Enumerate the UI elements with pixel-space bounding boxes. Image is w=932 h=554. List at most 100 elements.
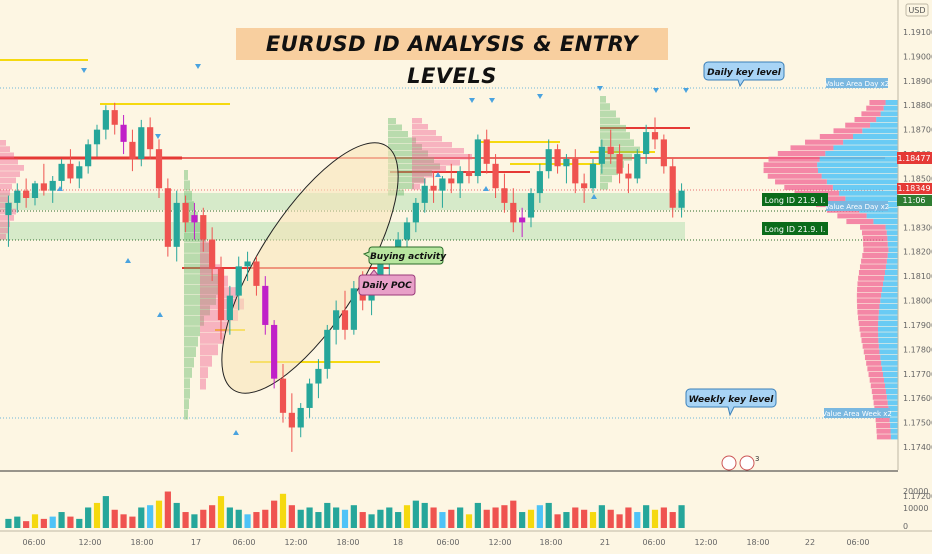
profile-bar-sell [819,134,854,140]
profile-bar-buy [887,253,898,259]
profile-bar-buy [862,128,898,134]
volume-bar [483,509,490,528]
profile-bar-buy [818,168,898,174]
profile-bar-sell [860,224,886,230]
currency-box[interactable] [905,3,929,17]
candle [85,139,92,174]
long-label-1-bg[interactable] [762,193,828,206]
profile-bar-buy [886,394,898,400]
candle [253,256,260,296]
daily-poc-callout[interactable]: Daily POC [358,269,416,296]
candle [563,154,570,184]
volume-bar [49,516,56,528]
value-area-day-tag [826,78,888,88]
profile-bar-buy [881,360,898,366]
profile-bar-buy [839,190,898,196]
long-label-2-bg[interactable] [762,222,828,235]
volume-bar [217,496,225,528]
price-tick-label: 1.18300 [903,223,932,232]
candle [209,227,216,281]
session-volume-profiles [0,96,640,420]
volume-bar [306,507,313,528]
volume-bars [5,491,685,528]
profile-bar-buy [890,423,898,429]
profile-bar-sell [857,287,883,293]
up-arrow-icon [435,172,441,177]
profile-bar-sell [870,383,886,389]
profile-bar [0,196,8,202]
up-arrow-icon [57,186,63,191]
economic-event-icon[interactable] [721,455,737,471]
long-label-1: Long ID 21.9. I. [765,196,826,205]
profile-bar-buy [873,219,898,225]
candle [14,183,21,213]
candle [651,117,659,150]
profile-bar-buy [889,417,898,423]
candle [155,139,163,198]
daily-poc-label: Daily POC [362,281,412,291]
profile-bar-buy [885,389,898,395]
candle [5,195,12,247]
candle [235,256,242,311]
down-arrow-icon [653,88,659,93]
volume-bar [403,505,411,528]
visible-range-volume-profile [763,100,898,440]
profile-bar [184,336,198,347]
secondary-price-tag [897,183,932,194]
profile-bar [600,139,634,147]
profile-bar [184,284,222,295]
buying-activity-label: Buying activity [370,252,447,262]
profile-bar [0,140,6,146]
volume-bar [421,502,428,528]
weekly-key-level-callout[interactable]: Weekly key level [685,388,777,417]
candle [271,320,278,389]
profile-bar-sell [860,332,879,338]
value-area-week-text: Value Area Week x2 [822,410,892,418]
profile-bar [412,130,436,136]
profile-bar-sell [876,428,891,434]
volume-bar [120,514,127,528]
profile-bar [184,263,212,274]
candle [217,256,225,340]
profile-bar-buy [885,270,898,276]
profile-bar-sell [858,275,885,281]
daily-key-level-callout[interactable]: Daily key level [703,61,785,88]
profile-bar-buy [843,139,898,145]
volume-bar [111,509,118,528]
profile-bar-buy [887,400,898,406]
profile-bar-buy [826,179,898,185]
down-arrow-icon [683,88,689,93]
profile-bar [0,171,20,177]
buying-activity-callout[interactable]: Buying activity [362,246,447,265]
profile-bar-sell [861,230,887,236]
profile-bar-buy [878,338,898,344]
profile-bar-sell [861,338,879,344]
profile-bar-sell [861,258,887,264]
profile-bar-buy [879,304,898,310]
candle [262,276,269,335]
profile-bar-buy [883,281,898,287]
current-price-tag [897,152,932,164]
profile-bar-buy [845,196,898,202]
price-tick-label: 1.18100 [903,272,932,281]
profile-bar-buy [885,383,898,389]
profile-bar-sell [864,355,881,361]
candle [581,173,588,203]
volume-bar [288,505,295,528]
volume-bar [138,507,145,528]
profile-bar [184,347,196,357]
candle [129,129,136,172]
profile-bar-sell [837,213,867,219]
time-tick-label: 06:00 [642,538,665,547]
event-count-badge: 3 [755,455,759,463]
volume-bar [67,516,74,528]
volume-bar [350,505,357,528]
volume-bar [678,505,685,528]
economic-event-icon-2[interactable] [739,455,755,471]
price-tick-label: 1.18800 [903,101,932,110]
volume-bar [669,512,676,528]
weekly-key-level-label: Weekly key level [689,395,775,405]
profile-bar [184,222,202,232]
